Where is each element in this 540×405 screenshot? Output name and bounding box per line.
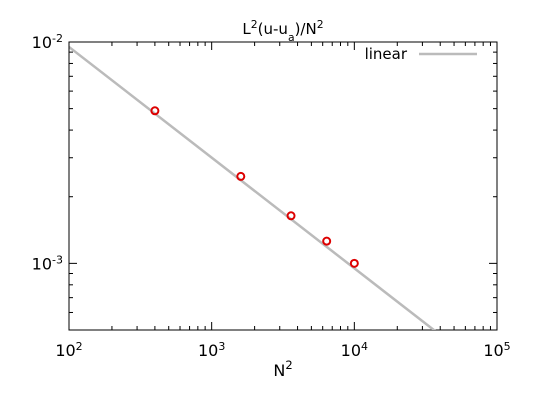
legend-label: linear xyxy=(365,45,408,63)
x-axis-label-part: 2 xyxy=(285,358,292,372)
data-point xyxy=(322,236,332,246)
tick-label: 104 xyxy=(341,340,368,361)
tick-exponent: 5 xyxy=(504,340,511,353)
tick-label: 102 xyxy=(55,340,82,361)
tick-exponent: 4 xyxy=(361,340,368,353)
data-point xyxy=(236,171,246,181)
chart-title-part: 2 xyxy=(251,18,258,31)
tick-exponent: -3 xyxy=(52,253,63,266)
tick-base: 10 xyxy=(198,341,218,360)
series-line xyxy=(69,45,436,330)
x-axis-label-part: N xyxy=(273,361,285,380)
plot-frame xyxy=(68,41,498,331)
chart-title-part: a xyxy=(288,31,295,44)
tick-base: 10 xyxy=(55,341,75,360)
data-point xyxy=(150,106,160,116)
tick-base: 10 xyxy=(483,341,503,360)
data-point xyxy=(349,258,359,268)
tick-label: 103 xyxy=(198,340,225,361)
tick-label: 10-3 xyxy=(32,253,63,274)
x-axis-label: N2 xyxy=(273,358,292,380)
chart-title-part: 2 xyxy=(317,18,324,31)
chart-title-part: L xyxy=(242,20,251,38)
tick-exponent: 2 xyxy=(76,340,83,353)
chart-title-part: )/N xyxy=(295,20,317,38)
tick-base: 10 xyxy=(32,33,52,52)
chart-title: L2(u-ua)/N2 xyxy=(242,18,323,44)
tick-label: 105 xyxy=(483,340,510,361)
tick-base: 10 xyxy=(341,341,361,360)
tick-base: 10 xyxy=(32,254,52,273)
tick-exponent: -2 xyxy=(52,32,63,45)
tick-label: 10-2 xyxy=(32,32,63,53)
tick-exponent: 3 xyxy=(218,340,225,353)
data-point xyxy=(286,211,296,221)
chart-title-part: (u-u xyxy=(258,20,288,38)
